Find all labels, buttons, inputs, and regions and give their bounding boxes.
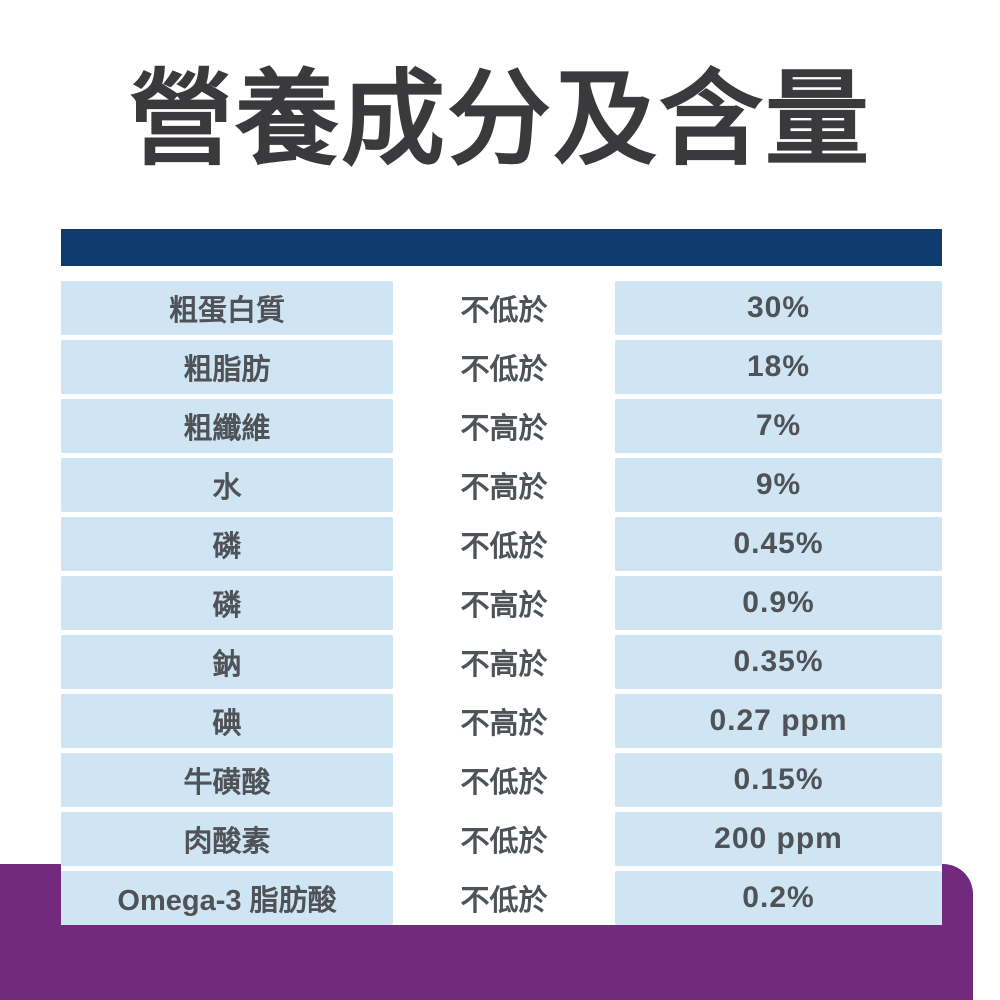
value-cell: 0.35% xyxy=(615,635,942,689)
condition-cell: 不高於 xyxy=(460,472,548,504)
table-row: 碘 不高於 0.27 ppm xyxy=(61,694,942,748)
nutrient-cell: 粗蛋白質 xyxy=(61,281,393,335)
nutrient-cell: 粗纖維 xyxy=(61,399,393,453)
condition-cell: 不高於 xyxy=(460,413,548,445)
condition-cell: 不低於 xyxy=(460,354,548,386)
value-cell: 9% xyxy=(615,458,942,512)
condition-cell: 不低於 xyxy=(460,295,548,327)
condition-cell: 不低於 xyxy=(460,826,548,858)
condition-cell: 不低於 xyxy=(460,531,548,563)
nutrient-cell: 碘 xyxy=(61,694,393,748)
nutrient-cell: 牛磺酸 xyxy=(61,753,393,807)
table-row: 牛磺酸 不低於 0.15% xyxy=(61,753,942,807)
table-row: Omega-3 脂肪酸 不低於 0.2% xyxy=(61,871,942,925)
table-row: 肉酸素 不低於 200 ppm xyxy=(61,812,942,866)
condition-cell: 不高於 xyxy=(460,649,548,681)
value-cell: 18% xyxy=(615,340,942,394)
table-row: 磷 不高於 0.9% xyxy=(61,576,942,630)
nutrient-cell: 水 xyxy=(61,458,393,512)
value-cell: 0.45% xyxy=(615,517,942,571)
nutrient-cell: 鈉 xyxy=(61,635,393,689)
nutrient-cell: Omega-3 脂肪酸 xyxy=(61,871,393,925)
table-row: 鈉 不高於 0.35% xyxy=(61,635,942,689)
table-row: 粗蛋白質 不低於 30% xyxy=(61,281,942,335)
value-cell: 0.15% xyxy=(615,753,942,807)
table-row: 磷 不低於 0.45% xyxy=(61,517,942,571)
value-cell: 30% xyxy=(615,281,942,335)
value-cell: 200 ppm xyxy=(615,812,942,866)
condition-cell: 不低於 xyxy=(460,767,548,799)
table-row: 粗脂肪 不低於 18% xyxy=(61,340,942,394)
nutrition-table: 粗蛋白質 不低於 30% 粗脂肪 不低於 18% 粗纖維 不高於 7% 水不高於 9% 磷不低於 0.4… xyxy=(61,281,942,930)
nutrient-cell: 肉酸素 xyxy=(61,812,393,866)
condition-cell: 不高於 xyxy=(460,708,548,740)
nutrient-cell: 磷 xyxy=(61,576,393,630)
page-title: 營養成分及含量 xyxy=(128,62,871,178)
nutrient-cell: 粗脂肪 xyxy=(61,340,393,394)
condition-cell: 不低於 xyxy=(460,885,548,917)
value-cell: 0.27 ppm xyxy=(615,694,942,748)
condition-cell: 不高於 xyxy=(460,590,548,622)
value-cell: 0.2% xyxy=(615,871,942,925)
table-row: 水 不高於 9% xyxy=(61,458,942,512)
nutrient-cell: 磷 xyxy=(61,517,393,571)
header-bar xyxy=(61,229,942,266)
table-row: 粗纖維 不高於 7% xyxy=(61,399,942,453)
value-cell: 7% xyxy=(615,399,942,453)
value-cell: 0.9% xyxy=(615,576,942,630)
